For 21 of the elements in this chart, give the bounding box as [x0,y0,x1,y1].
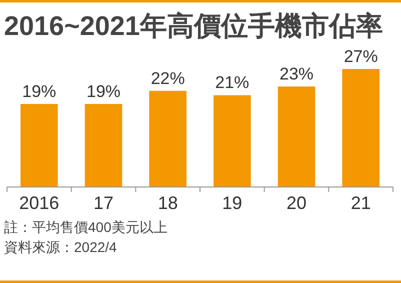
x-tick-label: 21 [350,193,371,213]
x-tick-label: 18 [158,193,178,213]
data-label: 23% [279,64,314,84]
bar [342,69,380,187]
x-tick-label: 17 [93,193,114,213]
data-label: 19% [86,82,121,101]
x-tick-label: 2016 [19,193,60,213]
text: 註：平均售價400美元以上 [4,219,168,235]
bar [278,86,316,187]
data-label: 27% [344,47,378,66]
data-label: 22% [150,68,185,88]
chart-title: 2016~2021年高價位手機市佔率 [4,11,383,41]
data-label: 19% [22,82,56,101]
source-note: 資料來源：2022/4 [4,239,118,255]
bar [214,95,251,187]
bar [149,90,186,187]
x-tick-label: 19 [222,193,242,213]
x-tick-label: 20 [286,193,307,213]
data-label: 21% [215,73,250,92]
bar [20,104,58,187]
bar [84,104,122,187]
